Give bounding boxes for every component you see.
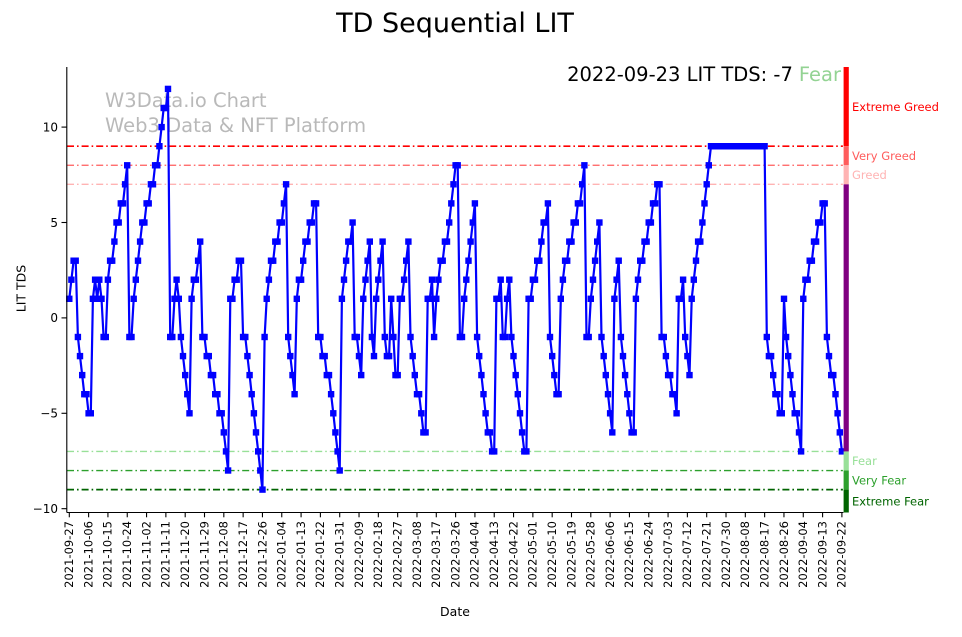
svg-text:2022-05-19: 2022-05-19 bbox=[564, 521, 578, 588]
svg-text:2022-07-21: 2022-07-21 bbox=[700, 521, 714, 588]
threshold-lines bbox=[67, 145, 843, 491]
svg-text:Fear: Fear bbox=[852, 454, 877, 468]
svg-text:2021-12-26: 2021-12-26 bbox=[255, 521, 269, 588]
svg-text:10: 10 bbox=[43, 120, 58, 134]
svg-text:2022-07-12: 2022-07-12 bbox=[680, 521, 694, 588]
svg-text:2021-10-24: 2021-10-24 bbox=[120, 521, 134, 588]
svg-text:Very Greed: Very Greed bbox=[852, 149, 916, 163]
latest-value-text: 2022-09-23 LIT TDS: -7 bbox=[567, 63, 793, 86]
svg-text:Extreme Fear: Extreme Fear bbox=[852, 494, 929, 508]
svg-text:2022-04-13: 2022-04-13 bbox=[487, 521, 501, 588]
latest-value-annotation: 2022-09-23 LIT TDS: -7 Fear bbox=[567, 63, 841, 86]
svg-text:2021-12-17: 2021-12-17 bbox=[236, 521, 250, 588]
svg-text:2022-05-28: 2022-05-28 bbox=[584, 521, 598, 588]
svg-text:2021-11-29: 2021-11-29 bbox=[197, 521, 211, 588]
svg-text:5: 5 bbox=[50, 216, 58, 230]
svg-text:2022-03-17: 2022-03-17 bbox=[429, 521, 443, 588]
svg-text:2022-09-04: 2022-09-04 bbox=[796, 521, 810, 588]
svg-text:2022-08-08: 2022-08-08 bbox=[738, 521, 752, 588]
sentiment-bar: Extreme Greed Very Greed Greed Fear Very Fea… bbox=[843, 67, 939, 513]
svg-text:−5: −5 bbox=[40, 407, 58, 421]
svg-text:2022-09-22: 2022-09-22 bbox=[835, 521, 849, 588]
svg-text:Extreme Greed: Extreme Greed bbox=[852, 100, 939, 114]
svg-text:2021-10-15: 2021-10-15 bbox=[101, 521, 115, 588]
svg-text:2022-07-30: 2022-07-30 bbox=[719, 521, 733, 588]
svg-text:2022-08-17: 2022-08-17 bbox=[757, 521, 771, 588]
svg-text:2022-02-18: 2022-02-18 bbox=[371, 521, 385, 588]
svg-text:2021-11-02: 2021-11-02 bbox=[139, 521, 153, 588]
svg-text:2022-02-09: 2022-02-09 bbox=[352, 521, 366, 588]
svg-text:2022-01-13: 2022-01-13 bbox=[294, 521, 308, 588]
y-axis-label: LIT TDS bbox=[13, 264, 29, 313]
svg-text:2021-11-20: 2021-11-20 bbox=[178, 521, 192, 588]
latest-sentiment-label: Fear bbox=[798, 63, 841, 86]
svg-text:2022-05-10: 2022-05-10 bbox=[545, 521, 559, 588]
svg-text:2022-07-03: 2022-07-03 bbox=[661, 521, 675, 588]
svg-text:2022-09-13: 2022-09-13 bbox=[815, 521, 829, 588]
axes bbox=[66, 67, 844, 514]
svg-text:2022-03-26: 2022-03-26 bbox=[448, 521, 462, 588]
svg-text:Greed: Greed bbox=[852, 168, 887, 182]
svg-text:2022-03-08: 2022-03-08 bbox=[410, 521, 424, 588]
svg-text:2022-06-24: 2022-06-24 bbox=[642, 521, 656, 588]
x-axis-label: Date bbox=[440, 604, 470, 619]
svg-text:0: 0 bbox=[50, 311, 58, 325]
svg-text:2022-01-04: 2022-01-04 bbox=[275, 521, 289, 588]
svg-text:2021-09-27: 2021-09-27 bbox=[62, 521, 76, 588]
x-axis: 2021-09-27 2021-10-06 2021-10-15 2021-10-24… bbox=[62, 512, 849, 588]
svg-text:2022-08-26: 2022-08-26 bbox=[777, 521, 791, 588]
svg-text:Very Fear: Very Fear bbox=[852, 473, 906, 487]
svg-text:2022-04-04: 2022-04-04 bbox=[468, 521, 482, 588]
svg-text:2022-01-22: 2022-01-22 bbox=[313, 521, 327, 588]
svg-text:2021-10-06: 2021-10-06 bbox=[81, 521, 95, 588]
chart-title: TD Sequential LIT bbox=[336, 8, 574, 39]
svg-text:2022-01-31: 2022-01-31 bbox=[333, 521, 347, 588]
svg-text:2022-04-22: 2022-04-22 bbox=[506, 521, 520, 588]
svg-text:−10: −10 bbox=[33, 502, 58, 516]
svg-text:2021-11-11: 2021-11-11 bbox=[159, 521, 173, 588]
svg-text:2022-06-06: 2022-06-06 bbox=[603, 521, 617, 588]
svg-text:2022-02-27: 2022-02-27 bbox=[391, 521, 405, 588]
data-series bbox=[66, 85, 846, 493]
svg-text:2022-06-15: 2022-06-15 bbox=[622, 521, 636, 588]
svg-text:2022-05-01: 2022-05-01 bbox=[526, 521, 540, 588]
y-axis: 10 5 0 −5 −10 bbox=[33, 120, 67, 516]
svg-text:2021-12-08: 2021-12-08 bbox=[217, 521, 231, 588]
